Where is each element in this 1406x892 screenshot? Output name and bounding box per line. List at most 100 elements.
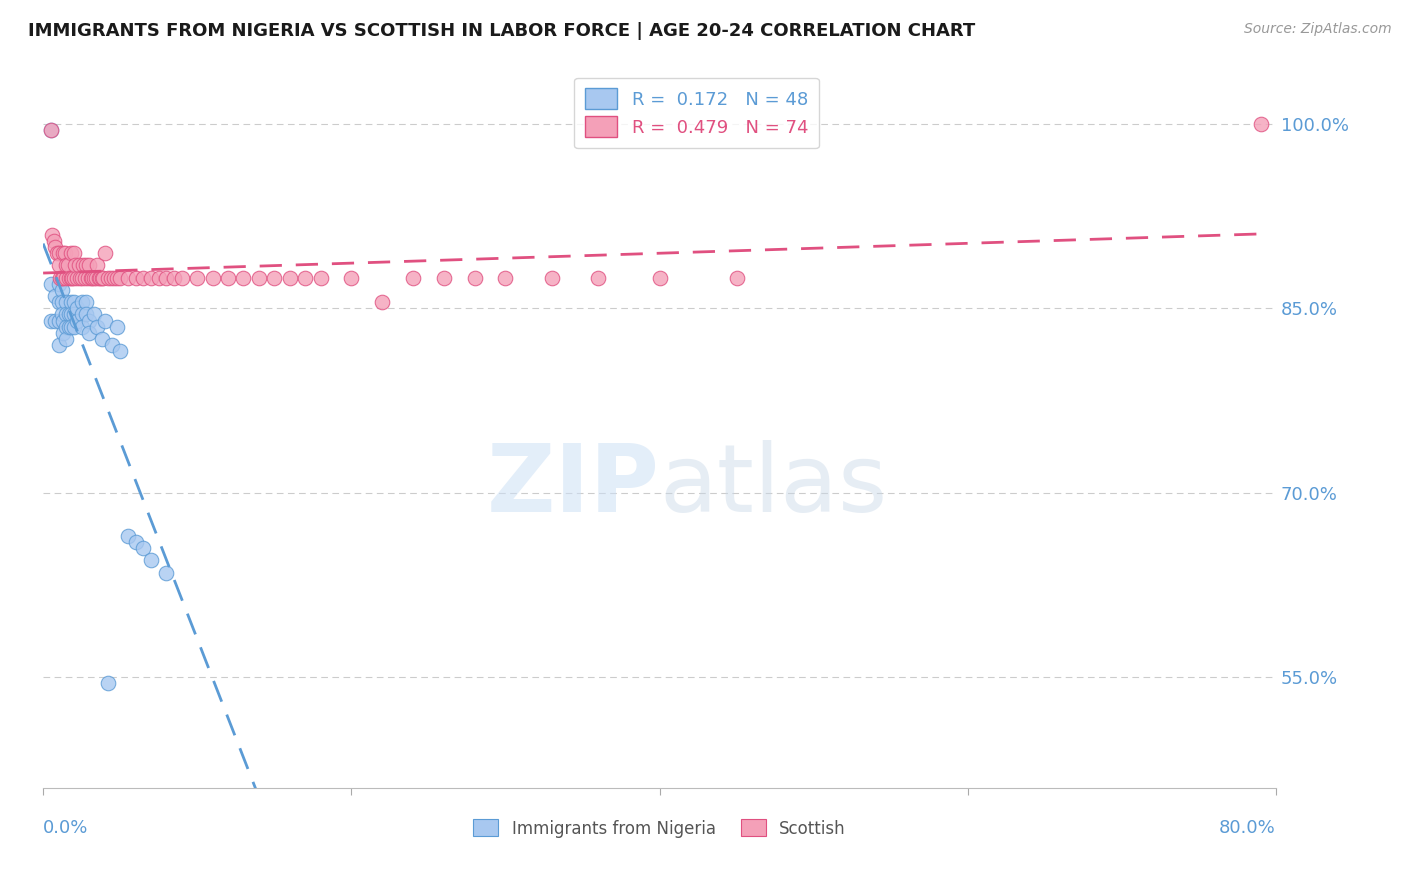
Point [87,270,110,285]
Point [58,270,80,285]
Point [69,270,91,285]
Point [83,270,105,285]
Point [79,258,101,272]
Point [232,270,254,285]
Point [51,270,73,285]
Point [94,246,117,260]
Point [97,676,120,690]
Point [59,319,82,334]
Point [170,270,193,285]
Point [263,270,285,285]
Point [90,332,112,346]
Point [51,295,73,310]
Point [70,308,93,322]
Point [65,258,87,272]
Point [540,270,562,285]
Point [464,270,486,285]
Point [79,326,101,340]
Point [59,308,82,322]
Point [63,270,86,285]
Point [86,319,108,334]
Point [90,270,112,285]
Point [83,308,105,322]
Point [52,313,75,327]
Point [59,295,82,310]
Point [48,313,70,327]
Point [48,246,70,260]
Point [648,270,671,285]
Point [124,535,146,549]
Point [59,246,82,260]
Point [725,270,748,285]
Point [278,270,301,285]
Point [139,270,162,285]
Text: 80.0%: 80.0% [1219,819,1277,837]
Point [49,270,72,285]
Point [84,270,107,285]
Point [163,270,186,285]
Point [66,313,89,327]
Point [340,270,363,285]
Point [75,258,97,272]
Point [66,270,89,285]
Legend: Immigrants from Nigeria, Scottish: Immigrants from Nigeria, Scottish [467,813,852,844]
Point [86,258,108,272]
Point [101,338,124,352]
Point [48,258,70,272]
Point [97,270,120,285]
Point [70,270,93,285]
Point [55,332,77,346]
Point [51,283,73,297]
Point [124,270,146,285]
Point [117,270,139,285]
Point [100,270,122,285]
Point [67,258,90,272]
Point [217,270,239,285]
Point [294,270,316,285]
Point [55,308,77,322]
Point [70,295,93,310]
Point [39,123,62,137]
Point [63,295,86,310]
Point [94,313,117,327]
Point [48,295,70,310]
Point [433,270,456,285]
Point [44,313,66,327]
Point [139,553,162,567]
Point [117,529,139,543]
Point [186,270,208,285]
Point [103,270,125,285]
Point [51,308,73,322]
Point [402,270,425,285]
Point [39,123,62,137]
Point [73,270,96,285]
Point [132,270,155,285]
Point [91,270,114,285]
Point [75,295,97,310]
Point [60,270,83,285]
Point [75,308,97,322]
Point [48,277,70,291]
Point [108,270,131,285]
Point [39,277,62,291]
Point [371,295,394,310]
Text: Source: ZipAtlas.com: Source: ZipAtlas.com [1244,22,1392,37]
Point [42,234,65,248]
Point [41,227,63,242]
Point [52,326,75,340]
Text: IMMIGRANTS FROM NIGERIA VS SCOTTISH IN LABOR FORCE | AGE 20-24 CORRELATION CHART: IMMIGRANTS FROM NIGERIA VS SCOTTISH IN L… [28,22,976,40]
Point [70,319,93,334]
Text: atlas: atlas [659,440,887,532]
Point [155,270,177,285]
Point [105,270,128,285]
Point [76,270,98,285]
Point [132,541,155,555]
Point [89,270,111,285]
Point [72,258,94,272]
Point [52,246,75,260]
Point [105,319,128,334]
Point [247,270,270,285]
Point [58,319,80,334]
Point [586,270,609,285]
Point [108,344,131,359]
